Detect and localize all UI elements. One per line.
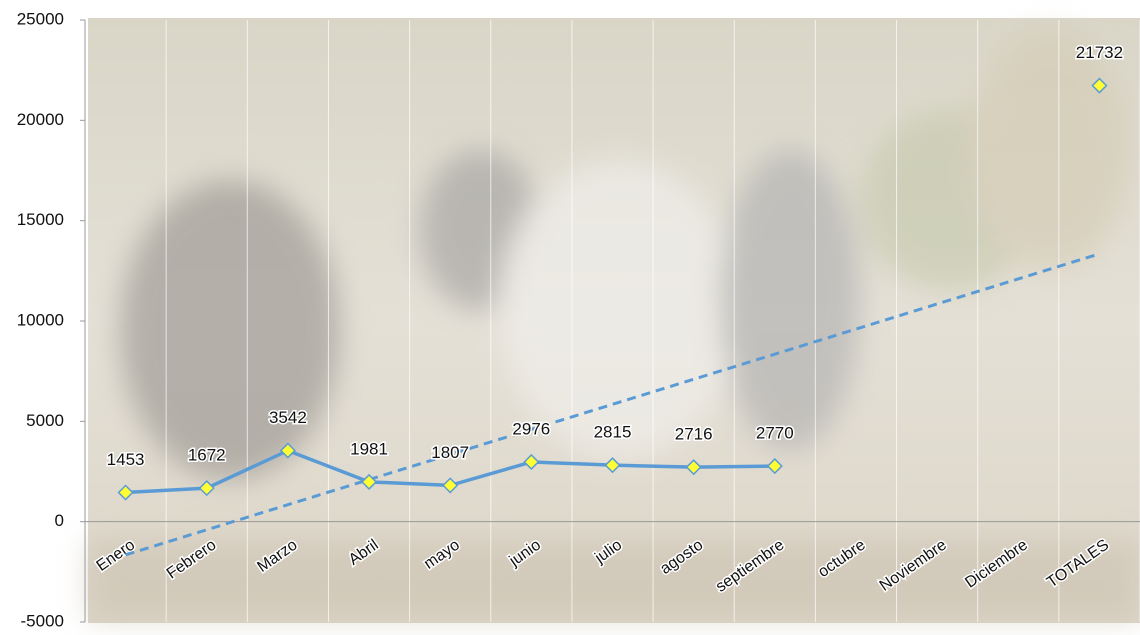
data-label: 2716 — [675, 425, 713, 444]
y-tick-label: 25000 — [17, 9, 64, 28]
data-label: 1981 — [350, 439, 388, 458]
point-marker — [198, 480, 215, 497]
data-label: 1453 — [107, 450, 145, 469]
point-marker — [117, 484, 134, 501]
point-marker — [360, 473, 378, 490]
y-tick-label: 15000 — [17, 210, 64, 229]
y-tick-label: 10000 — [17, 310, 64, 329]
data-label: 3542 — [269, 408, 307, 427]
trendline — [125, 252, 1100, 557]
point-marker — [523, 453, 540, 471]
data-label: 21732 — [1076, 43, 1123, 62]
point-marker — [1091, 77, 1108, 94]
data-label: 2770 — [756, 424, 794, 443]
point-marker — [766, 458, 783, 475]
data-label: 1672 — [188, 446, 226, 465]
point-marker — [685, 459, 702, 476]
data-label: 1807 — [431, 443, 469, 462]
y-tick-label: 20000 — [17, 110, 64, 129]
y-tick-label: 5000 — [26, 411, 64, 430]
y-tick-label: -5000 — [21, 611, 64, 630]
y-tick-label: 0 — [55, 511, 64, 530]
data-label: 2976 — [512, 419, 550, 438]
data-label: 2815 — [594, 423, 632, 442]
point-marker — [279, 442, 296, 459]
point-marker — [442, 477, 459, 494]
point-marker — [604, 457, 621, 474]
background-photo — [88, 18, 1140, 623]
